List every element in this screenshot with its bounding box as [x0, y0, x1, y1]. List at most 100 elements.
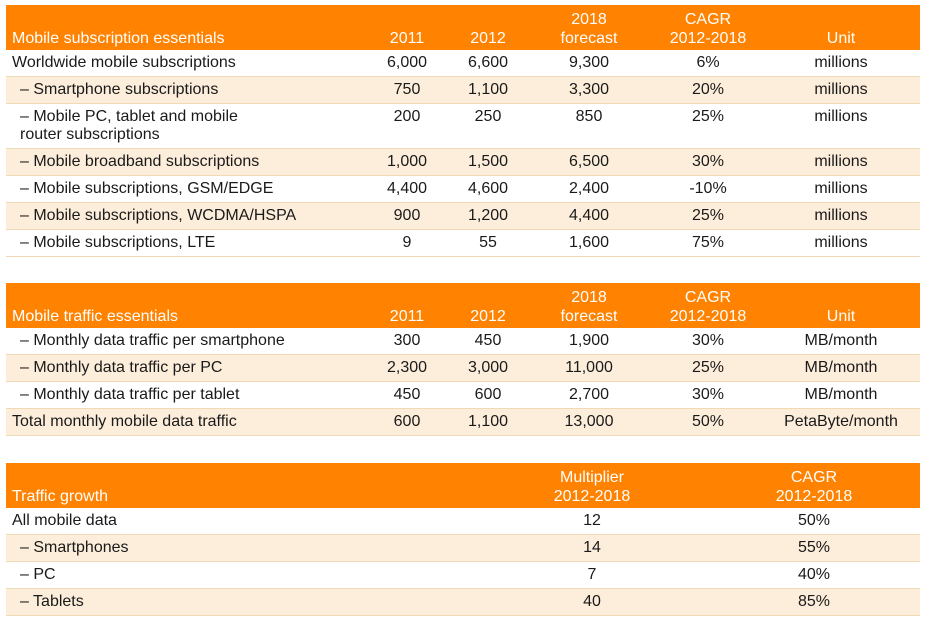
traffic-essentials-table: Mobile traffic essentials 2011 2012 2018… — [6, 283, 920, 436]
header-cagr: CAGR 2012-2018 — [708, 463, 920, 508]
traffic-growth-table: Traffic growth Multiplier 2012-2018 CAGR 2… — [6, 463, 920, 616]
cell-cagr: 25% — [654, 103, 762, 149]
cell-unit: millions — [762, 76, 920, 104]
cell-2011: 450 — [362, 381, 452, 409]
cell-multiplier: 14 — [476, 534, 708, 562]
cell-cagr: 30% — [654, 381, 762, 409]
cell-2012: 450 — [452, 328, 524, 355]
cell-forecast: 3,300 — [524, 76, 654, 104]
cell-2011: 1,000 — [362, 148, 452, 176]
cell-2011: 200 — [362, 103, 452, 149]
row-label: – Monthly data traffic per tablet — [6, 381, 362, 409]
table-header-row: Mobile subscription essentials 2011 2012… — [6, 5, 920, 50]
table-row: – Mobile PC, tablet and mobile router su… — [6, 103, 920, 149]
table-row: – Monthly data traffic per tablet 450 60… — [6, 381, 920, 409]
cell-2011: 750 — [362, 76, 452, 104]
cell-multiplier: 7 — [476, 561, 708, 589]
header-unit: Unit — [762, 5, 920, 50]
header-2012: 2012 — [452, 5, 524, 50]
header-label: Mobile subscription essentials — [6, 5, 362, 50]
cell-2012: 55 — [452, 229, 524, 257]
cell-forecast: 1,600 — [524, 229, 654, 257]
cell-2011: 900 — [362, 202, 452, 230]
cell-multiplier: 40 — [476, 588, 708, 616]
header-multiplier: Multiplier 2012-2018 — [476, 463, 708, 508]
row-label: – Mobile subscriptions, LTE — [6, 229, 362, 257]
header-2011: 2011 — [362, 283, 452, 328]
cell-unit: millions — [762, 175, 920, 203]
header-cagr: CAGR 2012-2018 — [654, 5, 762, 50]
header-forecast: 2018 forecast — [524, 5, 654, 50]
table-row: – Monthly data traffic per PC 2,300 3,00… — [6, 354, 920, 382]
table-row: Total monthly mobile data traffic 600 1,… — [6, 408, 920, 436]
cell-2012: 600 — [452, 381, 524, 409]
cell-unit: PetaByte/month — [762, 408, 920, 436]
table-row: – Tablets 40 85% — [6, 588, 920, 616]
header-unit: Unit — [762, 283, 920, 328]
cell-unit: millions — [762, 229, 920, 257]
cell-2012: 1,100 — [452, 76, 524, 104]
table-header-row: Traffic growth Multiplier 2012-2018 CAGR 2… — [6, 463, 920, 508]
cell-2012: 1,100 — [452, 408, 524, 436]
header-2012: 2012 — [452, 283, 524, 328]
cell-forecast: 11,000 — [524, 354, 654, 382]
subscription-essentials-table: Mobile subscription essentials 2011 2012… — [6, 5, 920, 257]
cell-cagr: 75% — [654, 229, 762, 257]
cell-cagr: 30% — [654, 148, 762, 176]
table-row: – Mobile subscriptions, LTE 9 55 1,600 7… — [6, 229, 920, 257]
cell-cagr: 50% — [708, 508, 920, 535]
cell-cagr: -10% — [654, 175, 762, 203]
header-2011: 2011 — [362, 5, 452, 50]
cell-unit: millions — [762, 148, 920, 176]
cell-unit: millions — [762, 50, 920, 77]
row-label: Worldwide mobile subscriptions — [6, 50, 362, 77]
header-forecast: 2018 forecast — [524, 283, 654, 328]
cell-cagr: 55% — [708, 534, 920, 562]
cell-2011: 600 — [362, 408, 452, 436]
cell-unit: MB/month — [762, 328, 920, 355]
row-label: – Monthly data traffic per smartphone — [6, 328, 362, 355]
row-label: – Mobile broadband subscriptions — [6, 148, 362, 176]
table-row: – PC 7 40% — [6, 561, 920, 589]
header-label: Traffic growth — [6, 463, 476, 508]
row-label: – Smartphones — [6, 534, 476, 562]
cell-2012: 4,600 — [452, 175, 524, 203]
cell-2012: 3,000 — [452, 354, 524, 382]
cell-forecast: 2,400 — [524, 175, 654, 203]
row-label: – Smartphone subscriptions — [6, 76, 362, 104]
table-row: All mobile data 12 50% — [6, 508, 920, 535]
table-row: – Monthly data traffic per smartphone 30… — [6, 328, 920, 355]
cell-2011: 4,400 — [362, 175, 452, 203]
cell-unit: millions — [762, 103, 920, 149]
cell-forecast: 1,900 — [524, 328, 654, 355]
table-row: – Smartphone subscriptions 750 1,100 3,3… — [6, 76, 920, 104]
cell-cagr: 50% — [654, 408, 762, 436]
cell-2011: 300 — [362, 328, 452, 355]
cell-cagr: 20% — [654, 76, 762, 104]
row-label: – Monthly data traffic per PC — [6, 354, 362, 382]
table-row: Worldwide mobile subscriptions 6,000 6,6… — [6, 50, 920, 77]
cell-forecast: 2,700 — [524, 381, 654, 409]
cell-cagr: 30% — [654, 328, 762, 355]
row-label: – Tablets — [6, 588, 476, 616]
cell-cagr: 25% — [654, 354, 762, 382]
cell-unit: millions — [762, 202, 920, 230]
row-label: All mobile data — [6, 508, 476, 535]
row-label: – Mobile subscriptions, GSM/EDGE — [6, 175, 362, 203]
table-row: – Mobile broadband subscriptions 1,000 1… — [6, 148, 920, 176]
header-label: Mobile traffic essentials — [6, 283, 362, 328]
cell-cagr: 25% — [654, 202, 762, 230]
cell-2012: 1,500 — [452, 148, 524, 176]
table-row: – Smartphones 14 55% — [6, 534, 920, 562]
row-label: Total monthly mobile data traffic — [6, 408, 362, 436]
cell-2011: 9 — [362, 229, 452, 257]
table-row: – Mobile subscriptions, WCDMA/HSPA 900 1… — [6, 202, 920, 230]
cell-multiplier: 12 — [476, 508, 708, 535]
table-header-row: Mobile traffic essentials 2011 2012 2018… — [6, 283, 920, 328]
cell-cagr: 40% — [708, 561, 920, 589]
row-label: – Mobile subscriptions, WCDMA/HSPA — [6, 202, 362, 230]
cell-unit: MB/month — [762, 354, 920, 382]
cell-2011: 2,300 — [362, 354, 452, 382]
cell-cagr: 6% — [654, 50, 762, 77]
cell-2011: 6,000 — [362, 50, 452, 77]
